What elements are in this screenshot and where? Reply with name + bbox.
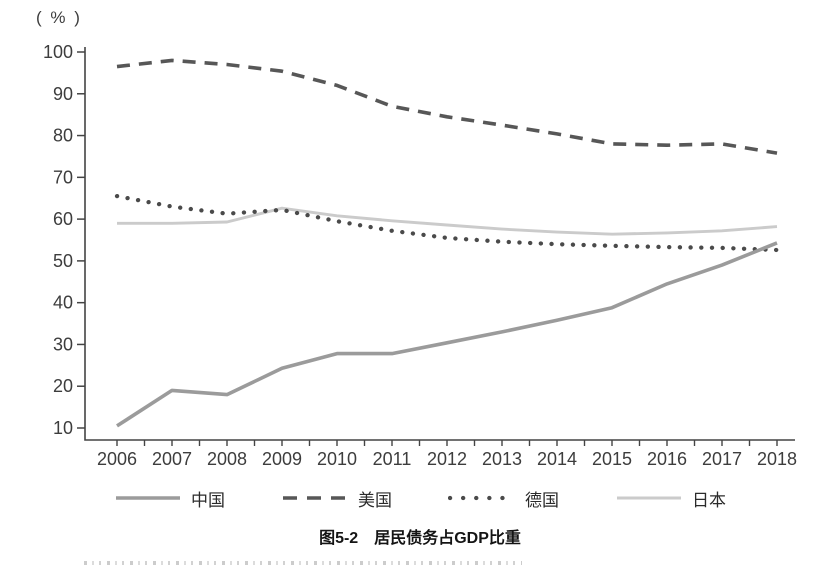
legend-swatch-usa [281, 491, 349, 510]
legend-label-japan: 日本 [692, 491, 726, 510]
legend-label-germany: 德国 [525, 491, 559, 510]
x-tick-label: 2009 [262, 449, 302, 469]
x-tick-label: 2016 [647, 449, 687, 469]
legend-line-sample [447, 495, 517, 501]
legend-item-germany: 德国 [447, 491, 559, 510]
legend-label-china: 中国 [191, 491, 225, 510]
line-usa [116, 58, 778, 155]
legend-swatch-japan [615, 491, 683, 510]
legend-swatch-germany [447, 491, 517, 510]
y-tick-label: 70 [53, 167, 73, 187]
legend-swatch-china [114, 491, 182, 510]
axes [84, 47, 795, 441]
y-tick-label: 90 [53, 84, 73, 104]
legend-label-usa: 美国 [358, 491, 392, 510]
y-tick-label: 60 [53, 209, 73, 229]
legend-item-china: 中国 [114, 491, 225, 510]
y-tick-label: 30 [53, 334, 73, 354]
x-tick-label: 2018 [757, 449, 797, 469]
line-chart: 10 20 30 40 50 60 70 80 90 100 2006 2007 2008 2009 201… [43, 42, 797, 469]
legend-item-usa: 美国 [281, 491, 392, 510]
x-tick-label: 2014 [537, 449, 577, 469]
legend-item-japan: 日本 [615, 491, 726, 510]
x-tick-label: 2007 [152, 449, 192, 469]
y-tick-label: 20 [53, 376, 73, 396]
y-axis-unit-label: ( % ) [36, 8, 82, 27]
cropped-source-note-remnant [84, 561, 522, 565]
x-tick-label: 2015 [592, 449, 632, 469]
legend-line-sample [116, 496, 180, 500]
x-tick-label: 2006 [97, 449, 137, 469]
legend-line-sample [617, 496, 681, 500]
y-tick-label: 80 [53, 126, 73, 146]
figure-number: 图5-2 [319, 530, 359, 547]
y-tick-label: 40 [53, 293, 73, 313]
figure-title: 居民债务占GDP比重 [374, 530, 521, 547]
y-tick-label: 10 [53, 418, 73, 438]
figure-caption: 图5-2 居民债务占GDP比重 [0, 524, 840, 548]
x-tick-label: 2008 [207, 449, 247, 469]
y-tick-label: 50 [53, 251, 73, 271]
chart-legend: 中国 美国 德国 日本 [0, 491, 840, 510]
legend-line-sample [283, 496, 347, 500]
y-tick-label: 100 [43, 42, 73, 62]
x-tick-label: 2010 [317, 449, 357, 469]
x-tick-label: 2012 [427, 449, 467, 469]
line-china [116, 241, 778, 428]
x-tick-label: 2013 [482, 449, 522, 469]
x-tick-label: 2011 [373, 449, 412, 469]
line-japan [117, 206, 778, 236]
x-tick-label: 2017 [702, 449, 742, 469]
